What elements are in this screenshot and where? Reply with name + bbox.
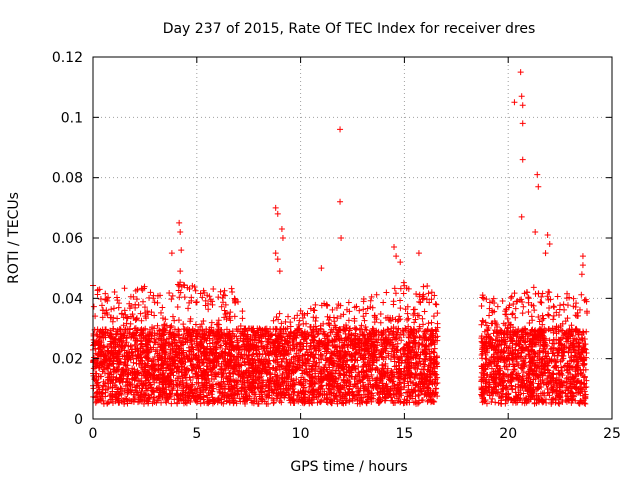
data-point xyxy=(360,313,367,320)
data-point xyxy=(404,310,411,317)
grid xyxy=(93,57,612,419)
data-point xyxy=(424,283,431,290)
data-point xyxy=(290,341,297,348)
data-point xyxy=(317,389,324,396)
data-point xyxy=(310,307,317,314)
data-point xyxy=(275,316,282,323)
data-point xyxy=(377,351,384,358)
data-point xyxy=(237,398,244,405)
data-point xyxy=(415,346,422,353)
data-point xyxy=(298,380,305,387)
data-points xyxy=(90,69,591,407)
data-point xyxy=(192,321,199,328)
data-point xyxy=(379,362,386,369)
data-point xyxy=(140,400,147,407)
data-point xyxy=(278,399,285,406)
data-point xyxy=(361,333,368,340)
data-point xyxy=(197,400,204,407)
data-point xyxy=(196,365,203,372)
data-point xyxy=(356,307,363,314)
data-point xyxy=(176,294,183,301)
data-point xyxy=(121,307,128,314)
data-point xyxy=(280,355,287,362)
data-point xyxy=(358,322,365,329)
data-point xyxy=(102,296,109,303)
data-point xyxy=(143,315,150,322)
data-point xyxy=(380,299,387,306)
data-point xyxy=(154,322,161,329)
data-point xyxy=(239,308,246,315)
data-point xyxy=(431,292,438,299)
data-point xyxy=(351,304,358,311)
data-point xyxy=(432,300,439,307)
data-point xyxy=(415,340,422,347)
data-point xyxy=(208,319,215,326)
data-point xyxy=(114,315,121,322)
data-point xyxy=(206,357,213,364)
data-point xyxy=(367,303,374,310)
data-point xyxy=(90,372,97,379)
data-point xyxy=(411,319,418,326)
data-point xyxy=(360,306,367,313)
data-point xyxy=(421,363,428,370)
data-point xyxy=(413,291,420,298)
data-point xyxy=(251,356,258,363)
data-point xyxy=(312,317,319,324)
data-point xyxy=(187,377,194,384)
data-point xyxy=(346,378,353,385)
data-point xyxy=(205,306,212,313)
data-point xyxy=(98,302,105,309)
data-point xyxy=(278,320,285,327)
data-point xyxy=(150,395,157,402)
data-point xyxy=(103,296,110,303)
data-point xyxy=(231,313,238,320)
data-point xyxy=(404,316,411,323)
data-point xyxy=(162,316,169,323)
data-point xyxy=(223,316,230,323)
data-point xyxy=(156,379,163,386)
data-point xyxy=(220,291,227,298)
data-point xyxy=(329,367,336,374)
data-point xyxy=(138,317,145,324)
data-point xyxy=(321,348,328,355)
data-point xyxy=(276,310,283,317)
data-point xyxy=(405,315,412,322)
data-point xyxy=(159,304,166,311)
data-point xyxy=(121,285,128,292)
data-point xyxy=(117,385,124,392)
data-point xyxy=(412,393,419,400)
data-point xyxy=(311,307,318,314)
data-point xyxy=(385,352,392,359)
data-point xyxy=(345,317,352,324)
data-point xyxy=(342,330,349,337)
data-point xyxy=(222,301,229,308)
data-point xyxy=(123,339,130,346)
data-point xyxy=(97,296,104,303)
data-point xyxy=(426,299,433,306)
data-point xyxy=(397,285,404,292)
data-point xyxy=(301,355,308,362)
data-point xyxy=(197,290,204,297)
data-point xyxy=(205,372,212,379)
data-point xyxy=(193,299,200,306)
data-point xyxy=(362,310,369,317)
data-point xyxy=(163,358,170,365)
data-point xyxy=(169,313,176,320)
data-point xyxy=(343,306,350,313)
data-point xyxy=(169,292,176,299)
data-point xyxy=(269,331,276,338)
data-point xyxy=(168,400,175,407)
data-point xyxy=(200,318,207,325)
data-point xyxy=(116,300,123,307)
data-point xyxy=(232,355,239,362)
data-point xyxy=(133,296,140,303)
data-point xyxy=(307,305,314,312)
data-point xyxy=(318,383,325,390)
data-point xyxy=(334,315,341,322)
